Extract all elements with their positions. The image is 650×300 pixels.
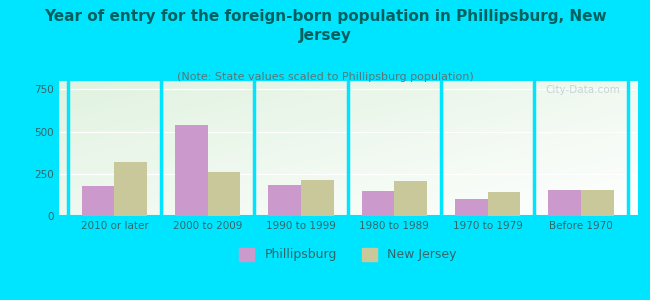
Bar bbox=[114, 162, 147, 216]
Bar bbox=[82, 187, 114, 216]
Legend: Phillipsburg, New Jersey: Phillipsburg, New Jersey bbox=[234, 243, 462, 266]
Bar bbox=[268, 185, 301, 216]
Bar bbox=[581, 190, 614, 216]
Bar bbox=[488, 191, 521, 216]
Text: Year of entry for the foreign-born population in Phillipsburg, New
Jersey: Year of entry for the foreign-born popul… bbox=[44, 9, 606, 43]
Text: (Note: State values scaled to Phillipsburg population): (Note: State values scaled to Phillipsbu… bbox=[177, 72, 473, 82]
Bar bbox=[301, 180, 333, 216]
Bar bbox=[395, 182, 427, 216]
Bar bbox=[208, 172, 240, 216]
Bar bbox=[549, 190, 581, 216]
Bar bbox=[455, 199, 488, 216]
Bar bbox=[175, 125, 208, 216]
Text: City-Data.com: City-Data.com bbox=[545, 85, 619, 95]
Bar bbox=[362, 191, 395, 216]
